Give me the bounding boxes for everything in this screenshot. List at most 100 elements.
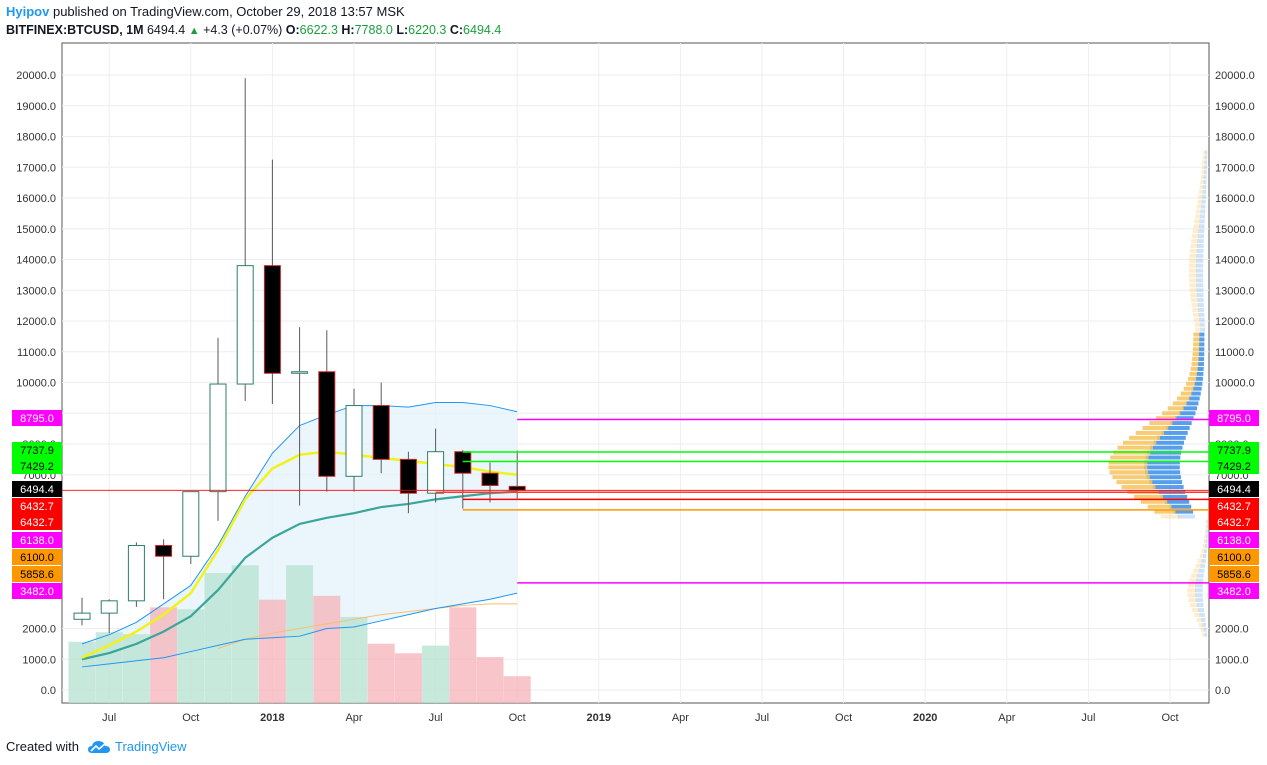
low-value: 6220.3 — [408, 23, 447, 37]
volume-profile-orange — [1205, 529, 1207, 534]
x-tick-label: Apr — [998, 712, 1015, 724]
y-tick-label-left: 12000.0 — [16, 316, 56, 328]
volume-profile-orange — [1192, 357, 1199, 362]
candle-body — [508, 485, 526, 491]
tradingview-cloud-icon — [87, 740, 110, 753]
volume-profile-blue — [1196, 288, 1204, 293]
volume-profile-orange — [1188, 263, 1197, 268]
volume-profile-blue — [1196, 603, 1204, 608]
volume-profile-orange — [1154, 509, 1176, 514]
volume-profile-blue — [1169, 504, 1192, 509]
volume-profile-blue — [1204, 165, 1207, 170]
volume-profile-blue — [1196, 293, 1204, 298]
volume-bar — [476, 657, 504, 703]
volume-profile-blue — [1200, 563, 1206, 568]
volume-profile-orange — [1155, 416, 1177, 421]
volume-profile-blue — [1196, 263, 1204, 268]
y-tick-label-left: 0.0 — [41, 685, 56, 697]
price-level-box-left — [12, 442, 62, 458]
volume-bar — [313, 595, 341, 703]
volume-profile-blue — [1197, 303, 1204, 308]
volume-profile-orange — [1183, 386, 1194, 391]
volume-profile-orange — [1190, 293, 1198, 298]
volume-profile-blue — [1202, 622, 1207, 627]
y-tick-label-right: 11000.0 — [1215, 347, 1254, 359]
volume-profile-orange — [1190, 298, 1198, 303]
symbol-label: BITFINEX:BTCUSD, 1M — [6, 23, 144, 37]
volume-profile-blue — [1204, 632, 1208, 637]
volume-profile-orange — [1187, 583, 1197, 588]
volume-profile-blue — [1188, 396, 1200, 401]
tradingview-link[interactable]: TradingView — [87, 739, 187, 754]
volume-profile-orange — [1202, 150, 1206, 155]
x-tick-label: Oct — [1161, 712, 1178, 724]
y-tick-label-left: 10000.0 — [16, 378, 56, 390]
y-tick-label-left: 17000.0 — [16, 162, 56, 174]
volume-profile-blue — [1206, 524, 1208, 529]
volume-profile-orange — [1197, 199, 1203, 204]
price-level-label-left: 6138.0 — [20, 535, 54, 547]
low-label: L: — [396, 23, 409, 37]
volume-profile-blue — [1197, 573, 1204, 578]
y-tick-label-right: 16000.0 — [1215, 193, 1255, 205]
x-tick-label: Apr — [672, 712, 689, 724]
volume-profile-blue — [1196, 371, 1204, 376]
volume-profile-orange — [1167, 406, 1184, 411]
volume-profile-orange — [1194, 219, 1200, 224]
volume-profile-orange — [1190, 603, 1198, 608]
volume-profile-orange — [1140, 499, 1168, 504]
volume-profile-blue — [1200, 209, 1206, 214]
volume-profile-orange — [1135, 430, 1165, 435]
tradingview-brand[interactable]: TradingView — [114, 739, 187, 754]
volume-profile-orange — [1196, 617, 1202, 622]
volume-profile-orange — [1180, 391, 1192, 396]
volume-profile-blue — [1165, 499, 1190, 504]
chart-header: Hyipov published on TradingView.com, Oct… — [6, 3, 501, 40]
x-tick-label: Jul — [429, 712, 443, 724]
volume-profile-orange — [1112, 475, 1150, 480]
volume-profile-orange — [1202, 544, 1206, 549]
volume-profile-orange — [1205, 519, 1207, 524]
up-triangle-icon: ▲ — [188, 25, 200, 37]
price-level-box-left — [12, 481, 62, 497]
price-level-label-right: 7429.2 — [1217, 461, 1251, 473]
volume-profile-blue — [1195, 376, 1203, 381]
volume-profile-orange — [1195, 563, 1201, 568]
volume-profile-blue — [1197, 366, 1204, 371]
volume-profile-blue — [1203, 627, 1207, 632]
y-tick-label-right: 19000.0 — [1215, 101, 1255, 113]
volume-profile-blue — [1144, 460, 1180, 465]
volume-profile-blue — [1166, 426, 1190, 431]
volume-profile-blue — [1198, 337, 1205, 342]
x-tick-label: Oct — [835, 712, 852, 724]
volume-profile-orange — [1193, 568, 1200, 573]
volume-profile-blue — [1198, 229, 1205, 234]
volume-profile-orange — [1189, 248, 1198, 253]
y-tick-label-right: 17000.0 — [1215, 162, 1255, 174]
volume-profile-orange — [1191, 573, 1198, 578]
x-tick-label: Jul — [755, 712, 769, 724]
slow-ma-line — [217, 603, 518, 649]
volume-profile-orange — [1188, 376, 1197, 381]
price-level-label-right: 6100.0 — [1217, 552, 1251, 564]
price-level-box-right — [1209, 498, 1259, 514]
volume-profile-blue — [1204, 155, 1208, 160]
volume-profile-blue — [1196, 268, 1204, 273]
volume-profile-blue — [1195, 593, 1203, 598]
volume-profile-orange — [1194, 612, 1201, 617]
price-level-box-left — [12, 458, 62, 474]
price-level-box-left — [12, 532, 62, 548]
price-level-box-right — [1209, 458, 1259, 474]
volume-profile-orange — [1205, 524, 1207, 529]
ema-slow-line — [81, 490, 518, 661]
volume-profile-orange — [1189, 253, 1198, 258]
volume-profile-orange — [1195, 327, 1201, 332]
price-level-box-right — [1209, 442, 1259, 458]
price-level-label-right: 8795.0 — [1217, 413, 1251, 425]
volume-profile-orange — [1199, 184, 1204, 189]
price-level-label-left: 5858.6 — [20, 569, 54, 581]
y-tick-label-left: 15000.0 — [16, 224, 56, 236]
author-link[interactable]: Hyipov — [6, 4, 50, 19]
price-level-label-left: 6100.0 — [20, 552, 54, 564]
